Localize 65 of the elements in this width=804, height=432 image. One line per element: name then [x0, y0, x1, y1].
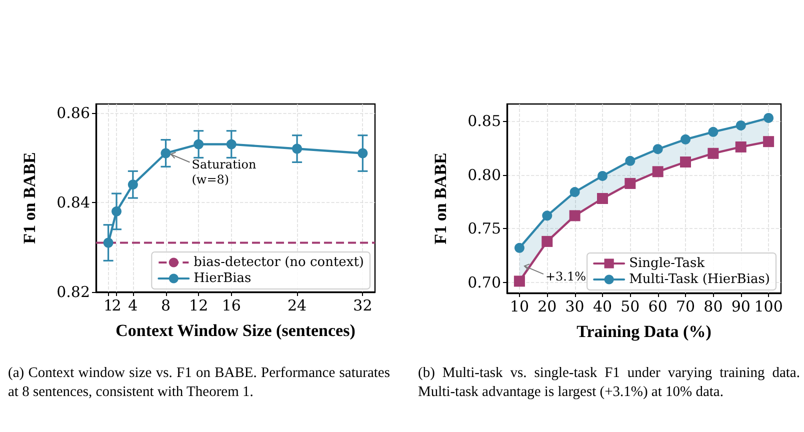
x-tick-label: 16: [222, 296, 241, 314]
point: [652, 166, 664, 178]
y-tick-label: 0.86: [56, 104, 90, 122]
x-tick-label: 24: [287, 296, 307, 314]
point: [112, 206, 122, 216]
point: [735, 141, 746, 152]
x-tick-label: 12: [189, 296, 208, 314]
point: [736, 120, 746, 130]
point: [542, 210, 552, 221]
point: [652, 144, 663, 154]
point: [680, 134, 691, 144]
x-tick-label: 32: [353, 296, 372, 314]
point: [597, 170, 608, 181]
x-tick-label: 4: [128, 296, 138, 314]
point: [708, 126, 718, 137]
point: [226, 139, 236, 150]
x-tick-label: 10: [510, 298, 529, 316]
point: [680, 156, 692, 168]
y-axis-title: F1 on BABE: [431, 152, 450, 244]
x-tick-label: 90: [731, 298, 750, 316]
point: [160, 148, 171, 158]
point: [569, 210, 580, 222]
x-tick-label: 60: [648, 298, 668, 316]
annotation: Saturation (w=8): [192, 158, 256, 187]
point: [570, 187, 580, 198]
x-axis-title: Context Window Size (sentences): [116, 321, 356, 340]
point: [103, 238, 114, 248]
legend-label: Single-Task: [629, 256, 705, 271]
point: [128, 180, 138, 190]
legend-label: HierBias: [194, 271, 252, 286]
x-tick-label: 70: [676, 298, 696, 316]
y-axis-title: F1 on BABE: [20, 152, 39, 244]
point: [624, 178, 636, 189]
x-tick-label: 40: [592, 298, 612, 316]
x-tick-label: 30: [565, 298, 584, 316]
x-tick-label: 20: [538, 298, 557, 316]
text: (a) Context window size vs. F1 on BABE. Performance saturates at 8 sentences, consistent with Theorem 1.: [8, 364, 390, 402]
y-tick-label: 0.70: [468, 273, 501, 292]
x-tick-label: 1: [104, 296, 114, 314]
text: (b) Multi-task vs. single-task F1 under varying training data. Multi-task advantage is largest (+3.1%) at 10% data.: [418, 364, 800, 402]
point: [596, 193, 608, 204]
y-tick-label: 0.80: [468, 166, 501, 184]
point: [292, 144, 302, 154]
point: [763, 136, 774, 148]
point: [625, 156, 636, 166]
x-tick-label: 2: [112, 296, 122, 314]
point: [708, 148, 719, 159]
point: [358, 148, 368, 158]
point: [514, 242, 524, 253]
x-tick-label: 100: [754, 298, 783, 316]
point: [194, 139, 204, 150]
x-tick-label: 80: [704, 298, 723, 316]
annotation: +3.1%: [545, 270, 586, 284]
point: [764, 112, 774, 123]
x-tick-label: 8: [160, 296, 171, 314]
legend-label: Multi-Task (HierBias): [629, 272, 770, 287]
point: [514, 276, 525, 287]
legend-label: bias-detector (no context): [194, 255, 364, 270]
point: [542, 236, 553, 247]
y-tick-label: 0.82: [56, 283, 90, 301]
y-tick-label: 0.75: [468, 220, 501, 238]
x-tick-label: 50: [620, 298, 640, 316]
y-tick-label: 0.84: [56, 193, 90, 212]
x-axis-title: Training Data (%): [576, 322, 712, 341]
y-tick-label: 0.85: [468, 112, 501, 130]
